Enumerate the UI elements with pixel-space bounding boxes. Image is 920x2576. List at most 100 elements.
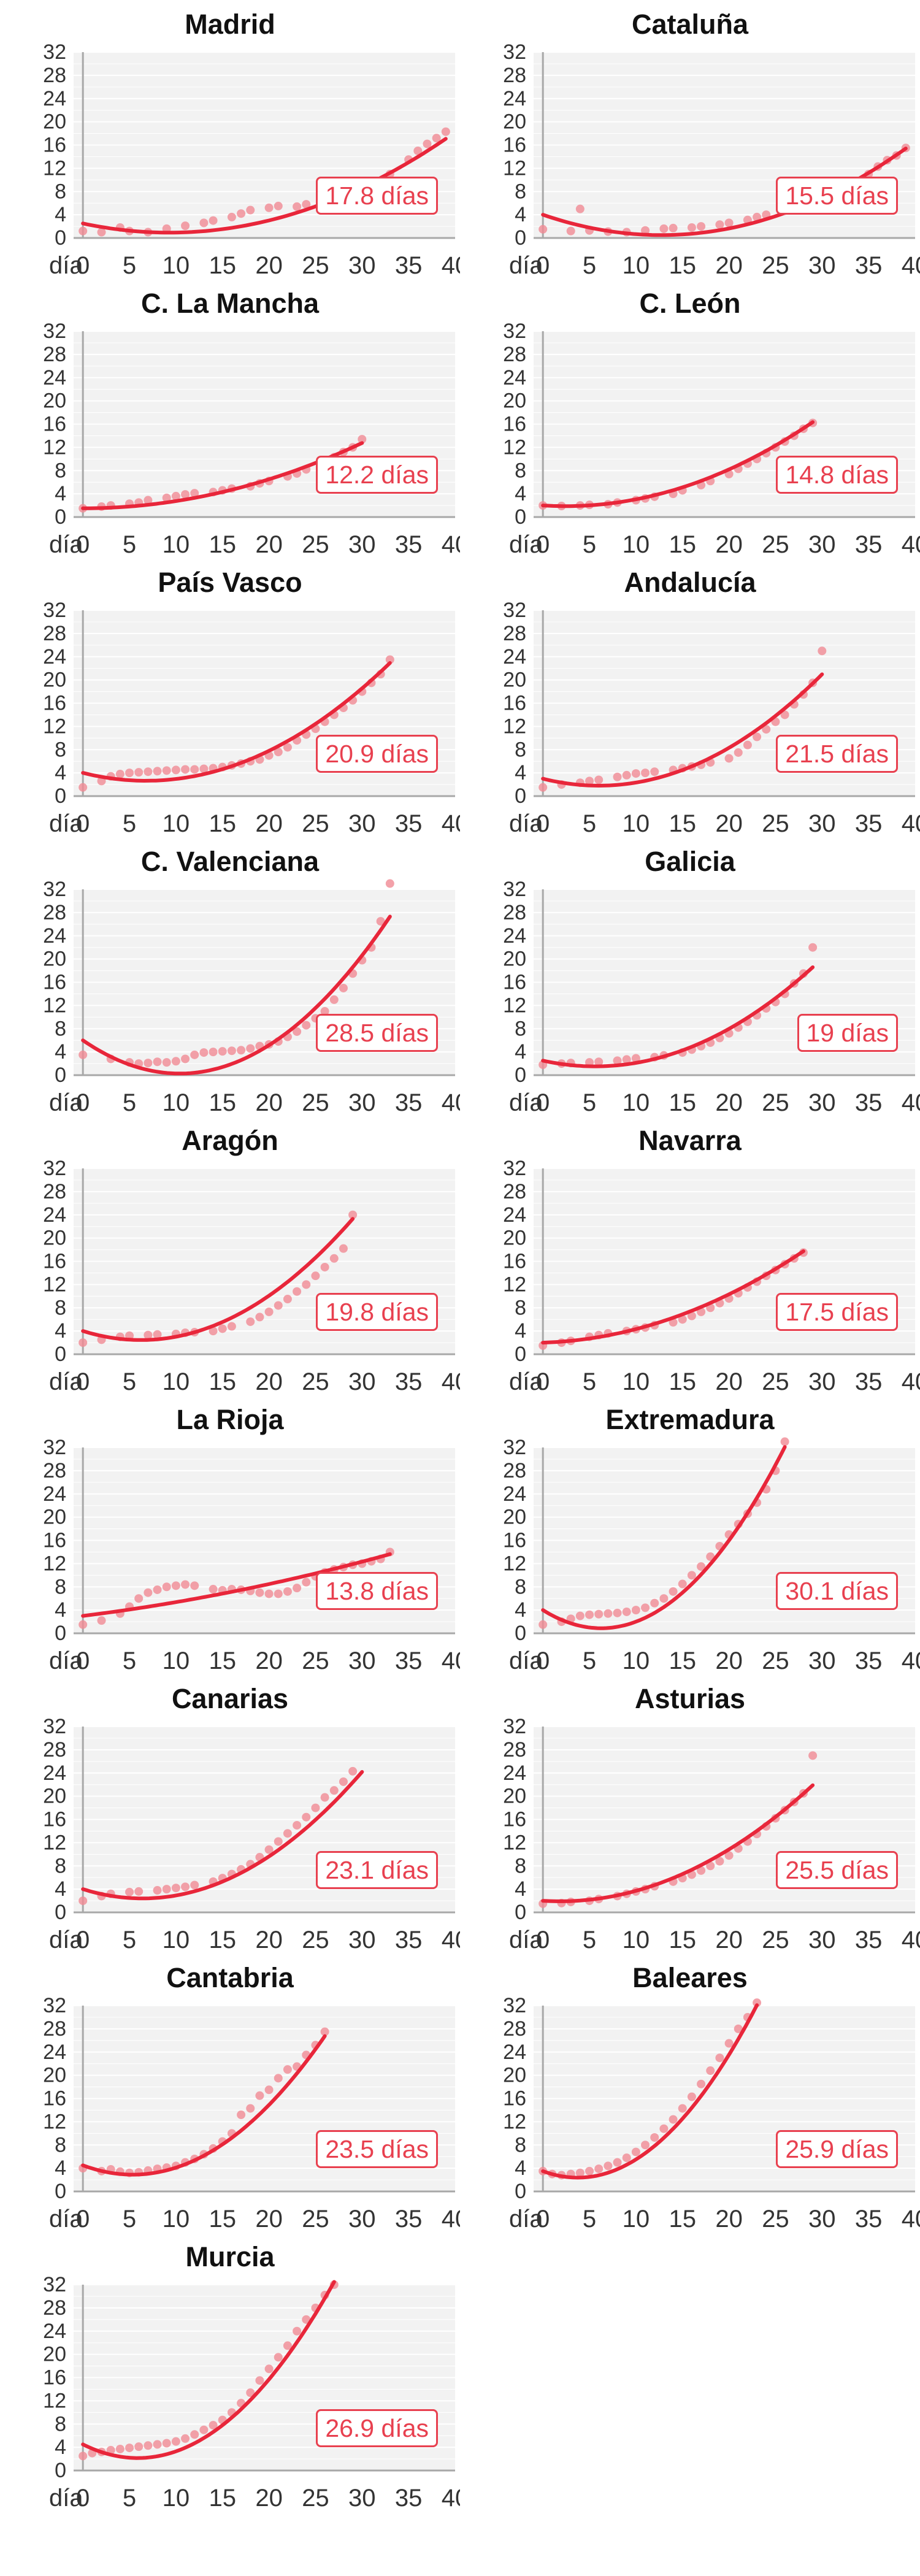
y-tick-label: 8 — [515, 1575, 526, 1598]
x-tick-label: 40 — [902, 1089, 920, 1116]
x-tick-label: 5 — [123, 1647, 136, 1674]
fit-curve — [81, 1217, 355, 1342]
y-tick-label: 24 — [43, 645, 66, 669]
y-tick-label: 20 — [43, 1227, 66, 1250]
data-point — [171, 765, 180, 775]
data-point — [227, 1046, 236, 1056]
data-point — [613, 2158, 622, 2167]
x-tick-label: 5 — [583, 810, 596, 837]
data-point — [115, 770, 125, 779]
data-point — [181, 765, 190, 774]
data-point — [134, 2442, 144, 2451]
y-tick-label: 20 — [503, 389, 526, 413]
y-tick-label: 16 — [43, 971, 66, 994]
data-point — [283, 2065, 292, 2074]
data-point — [613, 1056, 622, 1065]
fit-curve — [541, 2003, 759, 2180]
x-tick-label: 5 — [583, 1368, 596, 1395]
x-tick-label: 25 — [302, 1089, 329, 1116]
panel-title: Canarias — [171, 1683, 289, 1714]
y-tick-label: 20 — [503, 948, 526, 971]
y-tick-label: 8 — [55, 1017, 66, 1040]
y-tick-label: 4 — [515, 203, 526, 226]
data-point — [153, 1585, 162, 1594]
data-point — [134, 1887, 144, 1896]
x-axis-label: día — [509, 810, 543, 837]
x-tick-label: 35 — [395, 531, 423, 558]
data-point — [432, 134, 441, 143]
x-tick-label: 5 — [123, 2485, 136, 2512]
x-tick-label: 10 — [163, 1368, 190, 1395]
x-tick-label: 10 — [163, 1647, 190, 1674]
x-tick-label: 20 — [715, 2206, 743, 2233]
y-tick-label: 28 — [43, 1459, 66, 1482]
x-tick-label: 15 — [669, 1368, 696, 1395]
x-tick-label: 30 — [348, 531, 376, 558]
x-tick-label: 25 — [302, 252, 329, 279]
x-tick-label: 5 — [583, 2206, 596, 2233]
fit-curve — [541, 1445, 787, 1630]
y-tick-label: 28 — [43, 1738, 66, 1761]
x-tick-label: 15 — [669, 810, 696, 837]
panel-c-la-mancha: 048121620242832día0510152025303540C. La … — [0, 279, 460, 558]
panel-extremadura: 048121620242832día0510152025303540Extrem… — [460, 1395, 920, 1674]
y-tick-label: 20 — [43, 110, 66, 134]
x-tick-label: 20 — [255, 2206, 283, 2233]
chart-svg: 048121620242832día0510152025303540 — [43, 599, 460, 837]
panel-title: La Rioja — [176, 1404, 284, 1435]
panel-title: C. La Mancha — [140, 288, 320, 319]
x-tick-label: 10 — [163, 531, 190, 558]
fit-curve — [81, 441, 364, 510]
data-point — [181, 1054, 190, 1064]
data-point — [264, 2364, 274, 2374]
data-point — [566, 226, 575, 236]
x-tick-label: 30 — [348, 2485, 376, 2512]
x-tick-label: 25 — [302, 810, 329, 837]
x-tick-label: 15 — [669, 2206, 696, 2233]
data-point — [153, 1057, 162, 1067]
x-axis-label: día — [49, 2485, 83, 2512]
data-point — [283, 1829, 292, 1838]
y-tick-label: 24 — [503, 2041, 526, 2064]
data-point — [743, 740, 752, 749]
y-tick-label: 28 — [43, 2017, 66, 2041]
chart-svg: 048121620242832día0510152025303540 — [43, 320, 460, 558]
y-tick-label: 16 — [503, 971, 526, 994]
data-point — [669, 1587, 678, 1596]
x-tick-label: 25 — [762, 1926, 789, 1953]
x-tick-label: 40 — [442, 1926, 460, 1953]
data-point — [734, 2024, 743, 2033]
data-point — [237, 209, 246, 218]
y-tick-label: 20 — [503, 2064, 526, 2087]
data-point — [808, 1751, 818, 1760]
y-tick-label: 4 — [55, 761, 66, 784]
x-tick-label: 30 — [348, 2206, 376, 2233]
y-tick-label: 12 — [503, 156, 526, 180]
data-point — [171, 1884, 180, 1893]
data-point — [190, 489, 199, 498]
x-axis-label: día — [509, 1647, 543, 1674]
data-point — [171, 1057, 180, 1066]
data-point — [613, 772, 622, 781]
y-tick-label: 28 — [503, 1738, 526, 1761]
doubling-time-badge: 25.5 días — [776, 1851, 898, 1889]
x-tick-label: 35 — [855, 1647, 883, 1674]
y-tick-label: 0 — [55, 1343, 66, 1366]
x-axis-label: día — [509, 2206, 543, 2233]
data-point — [125, 2444, 134, 2453]
panel-murcia: 048121620242832día0510152025303540Murcia… — [0, 2233, 460, 2512]
x-tick-label: 0 — [536, 1926, 550, 1953]
x-tick-label: 40 — [902, 1368, 920, 1395]
y-tick-label: 28 — [503, 901, 526, 924]
data-point — [715, 1857, 724, 1866]
chart-svg: 048121620242832día0510152025303540 — [503, 1994, 920, 2233]
x-tick-label: 35 — [395, 252, 423, 279]
data-point — [181, 2434, 190, 2443]
data-point — [320, 1262, 329, 1271]
data-point — [79, 1620, 88, 1629]
data-point — [209, 216, 218, 225]
data-point — [762, 725, 771, 734]
panel-title: Navarra — [638, 1125, 742, 1156]
y-tick-label: 28 — [43, 64, 66, 87]
